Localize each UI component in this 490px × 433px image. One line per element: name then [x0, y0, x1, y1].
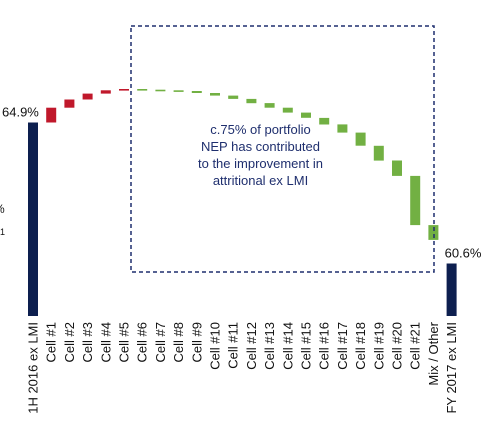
tick-label-step-20: Cell #20 — [390, 322, 405, 370]
tick-label-step-5: Cell #5 — [117, 322, 132, 362]
tick-label-step-1: Cell #1 — [44, 322, 59, 362]
tick-label-step-9: Cell #9 — [189, 322, 204, 362]
tick-label-step-12: Cell #12 — [244, 322, 259, 370]
bar-step-7 — [155, 89, 166, 92]
tick-label-step-13: Cell #13 — [262, 322, 277, 370]
tick-label-step-6: Cell #6 — [135, 322, 150, 362]
end-value-label: 60.6% — [445, 246, 482, 261]
tick-label-step-16: Cell #16 — [317, 322, 332, 370]
tick-label-step-14: Cell #14 — [280, 322, 295, 370]
bar-step-8 — [173, 90, 184, 92]
bars-layer — [28, 89, 457, 316]
bar-step-5 — [119, 89, 129, 91]
tick-label-step-4: Cell #4 — [98, 322, 113, 362]
bar-step-10 — [210, 93, 220, 96]
tick-label-step-11: Cell #11 — [226, 322, 241, 369]
callout-line-2: NEP has contributed — [201, 139, 320, 154]
callout-text: c.75% of portfolio NEP has contributed to … — [198, 122, 323, 188]
bar-step-12 — [246, 98, 257, 104]
bar-step-15 — [301, 112, 311, 118]
tick-labels-layer: 1H 2016 ex LMI Cell #1 Cell #2 Cell #3 Cell … — [26, 321, 460, 413]
bar-step-1 — [46, 107, 57, 123]
tick-label-step-10: Cell #10 — [208, 322, 223, 370]
bar-end-total — [446, 263, 457, 316]
tick-label-step-22: Mix / Other — [426, 321, 441, 385]
tick-label-start: 1H 2016 ex LMI — [26, 322, 41, 414]
callout-box — [130, 25, 435, 273]
bar-step-18 — [355, 132, 366, 146]
bar-step-17 — [337, 124, 348, 133]
bar-step-13 — [264, 103, 275, 108]
callout-line-1: c.75% of portfolio — [210, 122, 310, 137]
bar-step-20 — [392, 160, 402, 176]
bar-step-9 — [191, 91, 202, 93]
bar-step-19 — [373, 145, 384, 161]
tick-label-step-17: Cell #17 — [335, 322, 350, 370]
edge-fragment-footnote: 1 — [0, 227, 5, 237]
bar-step-6 — [137, 89, 148, 91]
tick-label-step-18: Cell #18 — [353, 322, 368, 370]
bar-step-3 — [82, 93, 93, 100]
callout-line-3: to the improvement in — [198, 156, 323, 171]
tick-label-step-2: Cell #2 — [62, 322, 77, 362]
bar-step-2 — [64, 99, 75, 108]
bar-step-11 — [228, 95, 239, 99]
tick-label-step-8: Cell #8 — [171, 322, 186, 362]
bar-start-total — [28, 122, 38, 316]
start-value-label: 64.9% — [2, 105, 39, 120]
bar-step-21 — [410, 175, 421, 226]
tick-label-end: FY 2017 ex LMI — [444, 322, 459, 414]
bar-step-22 — [428, 225, 439, 240]
tick-label-step-7: Cell #7 — [153, 322, 168, 362]
tick-label-step-3: Cell #3 — [80, 322, 95, 362]
tick-label-step-19: Cell #19 — [371, 322, 386, 370]
tick-label-step-21: Cell #21 — [408, 322, 423, 370]
tick-label-step-15: Cell #15 — [299, 322, 314, 370]
bar-step-16 — [319, 117, 330, 125]
bar-step-4 — [100, 90, 111, 94]
bar-step-14 — [282, 107, 293, 113]
callout-line-4: attritional ex LMI — [213, 173, 308, 188]
edge-fragment-percent: % — [0, 202, 5, 216]
